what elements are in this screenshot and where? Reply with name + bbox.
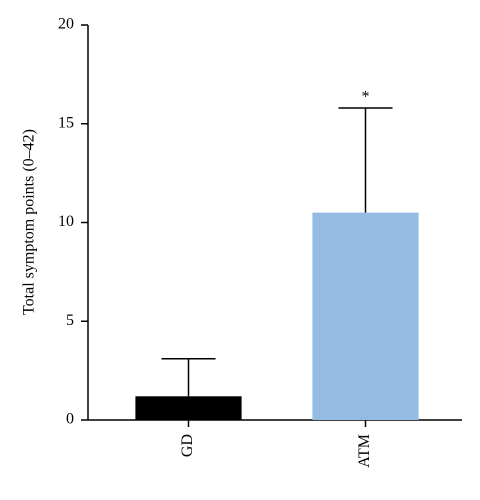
bar bbox=[135, 396, 242, 420]
x-tick-label: GD bbox=[179, 434, 196, 457]
bar bbox=[312, 212, 419, 420]
y-tick-label: 0 bbox=[66, 411, 74, 428]
y-tick-label: 10 bbox=[58, 213, 74, 230]
y-axis-label: Total symptom points (0–42) bbox=[21, 129, 38, 315]
x-tick-label: ATM bbox=[356, 434, 373, 468]
y-tick-label: 15 bbox=[58, 114, 74, 131]
y-tick-label: 5 bbox=[66, 312, 74, 329]
y-tick-label: 20 bbox=[58, 16, 74, 33]
significance-marker: * bbox=[362, 89, 370, 106]
